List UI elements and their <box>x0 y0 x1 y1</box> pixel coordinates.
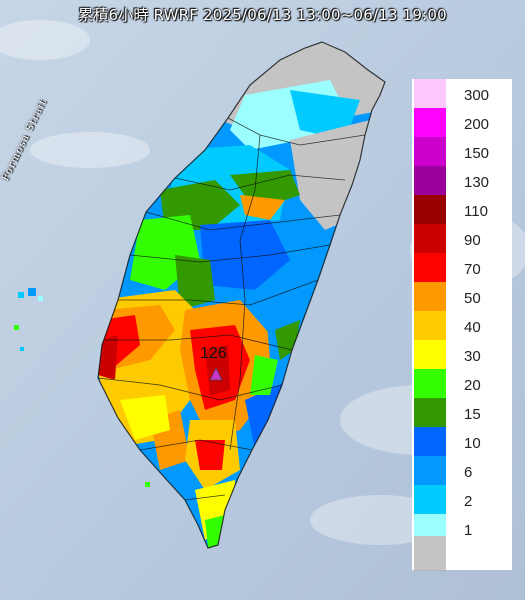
legend-label: 50 <box>464 290 481 307</box>
legend-item <box>412 536 512 571</box>
legend-label: 130 <box>464 174 490 191</box>
legend-label: 10 <box>464 435 481 452</box>
legend-label: 30 <box>464 348 481 365</box>
county-boundaries <box>97 41 386 549</box>
legend-label: 2 <box>464 493 473 510</box>
color-legend: 300 200 150 130 110 90 70 50 40 30 20 15… <box>412 79 512 571</box>
legend-label: 110 <box>464 203 488 220</box>
peak-value: 126 <box>200 345 227 362</box>
peak-marker-icon <box>209 367 223 381</box>
legend-label: 6 <box>464 464 473 481</box>
legend-label: 90 <box>464 232 481 249</box>
legend-label: 20 <box>464 377 481 394</box>
legend-label: 200 <box>464 116 490 133</box>
legend-label: 150 <box>464 145 490 162</box>
penghu-islands <box>14 288 150 487</box>
legend-label: 1 <box>464 522 473 539</box>
legend-label: 70 <box>464 261 481 278</box>
legend-label: 15 <box>464 406 481 423</box>
map-title: 累積6小時 RWRF 2025/06/13 13:00~06/13 19:00 <box>78 6 447 24</box>
legend-swatch <box>414 536 446 571</box>
legend-label: 300 <box>464 87 490 104</box>
legend-label: 40 <box>464 319 481 336</box>
